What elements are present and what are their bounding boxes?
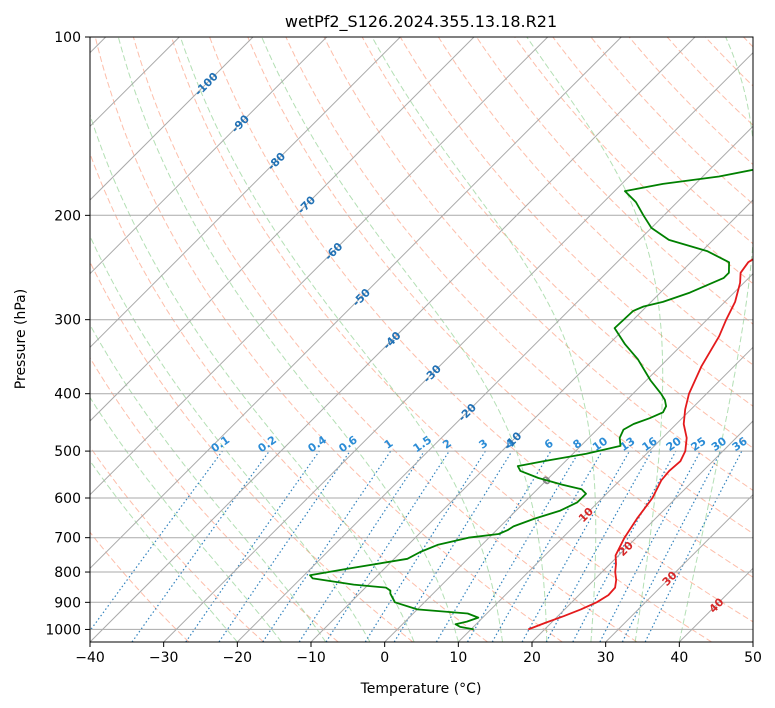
x-tick-label: −30 xyxy=(149,650,179,666)
isotherm-gridline xyxy=(310,199,753,642)
dry-adiabat xyxy=(323,37,753,491)
temperature-line xyxy=(527,258,753,631)
moist-adiabat xyxy=(90,234,371,642)
moist-adiabat xyxy=(371,37,597,642)
isotherm-gridline xyxy=(90,37,254,201)
x-tick-label: 20 xyxy=(523,650,541,666)
dry-adiabat xyxy=(247,37,753,578)
moist-adiabat xyxy=(179,37,503,642)
isotherm-gridline xyxy=(163,51,753,642)
dry-adiabat xyxy=(285,37,753,535)
mixing-ratio-line xyxy=(218,450,351,642)
y-tick-label: 200 xyxy=(54,208,81,224)
y-tick-label: 800 xyxy=(54,565,81,581)
moist-adiabat xyxy=(526,37,664,642)
dry-adiabat xyxy=(90,356,339,642)
mixing-ratio-line xyxy=(298,450,425,642)
mixing-ratio-line xyxy=(262,450,392,642)
dry-adiabat xyxy=(437,37,753,366)
x-tick-label: −20 xyxy=(223,650,253,666)
x-axis-title: Temperature (°C) xyxy=(360,681,482,697)
isotherm-gridline xyxy=(457,346,753,642)
isotherm-gridline xyxy=(236,125,753,642)
y-tick-label: 1000 xyxy=(45,622,81,638)
mixing-ratio-line xyxy=(545,450,653,642)
x-tick-label: 30 xyxy=(597,650,615,666)
x-tick-label: 50 xyxy=(744,650,762,666)
y-tick-label: 700 xyxy=(54,531,81,547)
x-axis: −40 −30 −20 −10 0 10 20 30 40 50 xyxy=(75,642,762,666)
moist-adiabat xyxy=(90,396,282,642)
isotherm-gridline xyxy=(90,37,401,349)
dewpoint-line xyxy=(309,168,753,631)
x-tick-label: 10 xyxy=(449,650,467,666)
moist-adiabat xyxy=(90,460,238,642)
mixing-ratio-line xyxy=(185,450,320,642)
background-lines xyxy=(90,37,753,642)
mixing-ratio-line xyxy=(90,450,223,632)
x-tick-label: −10 xyxy=(296,650,326,666)
isotherm-gridline xyxy=(752,641,753,642)
isotherm-gridline xyxy=(384,272,753,642)
y-tick-label: 500 xyxy=(54,444,81,460)
y-tick-label: 100 xyxy=(54,30,81,46)
x-tick-label: −40 xyxy=(75,650,105,666)
plot-background xyxy=(90,37,753,642)
plot-area xyxy=(90,37,753,642)
dry-adiabat xyxy=(94,37,563,642)
profile-lines xyxy=(309,168,753,631)
moist-adiabat xyxy=(117,37,459,642)
moist-adiabat xyxy=(261,37,548,642)
isotherm-gridline xyxy=(90,37,549,496)
dry-adiabat xyxy=(90,260,414,642)
y-axis: 1000 900 800 700 600 500 400 300 200 100 xyxy=(45,30,90,638)
y-tick-label: 900 xyxy=(54,595,81,611)
isotherm-gridline xyxy=(90,37,475,422)
x-tick-label: 40 xyxy=(670,650,688,666)
moist-adiabat xyxy=(678,37,753,642)
moist-adiabat xyxy=(90,323,327,642)
mixing-ratio-line xyxy=(572,450,677,642)
isotherm-gridline xyxy=(90,37,696,642)
isotherm-gridline xyxy=(605,493,753,642)
mixing-ratio-line xyxy=(521,450,631,642)
y-tick-label: 300 xyxy=(54,313,81,329)
dry-adiabat xyxy=(209,37,753,623)
y-tick-label: 600 xyxy=(54,491,81,507)
dry-adiabat xyxy=(399,37,753,407)
mixing-ratio-line xyxy=(393,450,513,642)
isotherm-gridline xyxy=(90,37,328,275)
mixing-ratio-line xyxy=(644,450,743,642)
mixing-ratio-line xyxy=(131,450,270,642)
isotherm-gridline xyxy=(531,420,753,642)
y-axis-title: Pressure (hPa) xyxy=(13,289,29,389)
y-tick-label: 400 xyxy=(54,387,81,403)
chart-title: wetPf2_S126.2024.355.13.18.R21 xyxy=(285,12,557,32)
dry-adiabat xyxy=(132,37,638,642)
dry-adiabat xyxy=(90,531,190,642)
plot-frame xyxy=(89,36,754,643)
isotherm-gridline xyxy=(90,37,622,570)
x-tick-label: 0 xyxy=(380,650,389,666)
